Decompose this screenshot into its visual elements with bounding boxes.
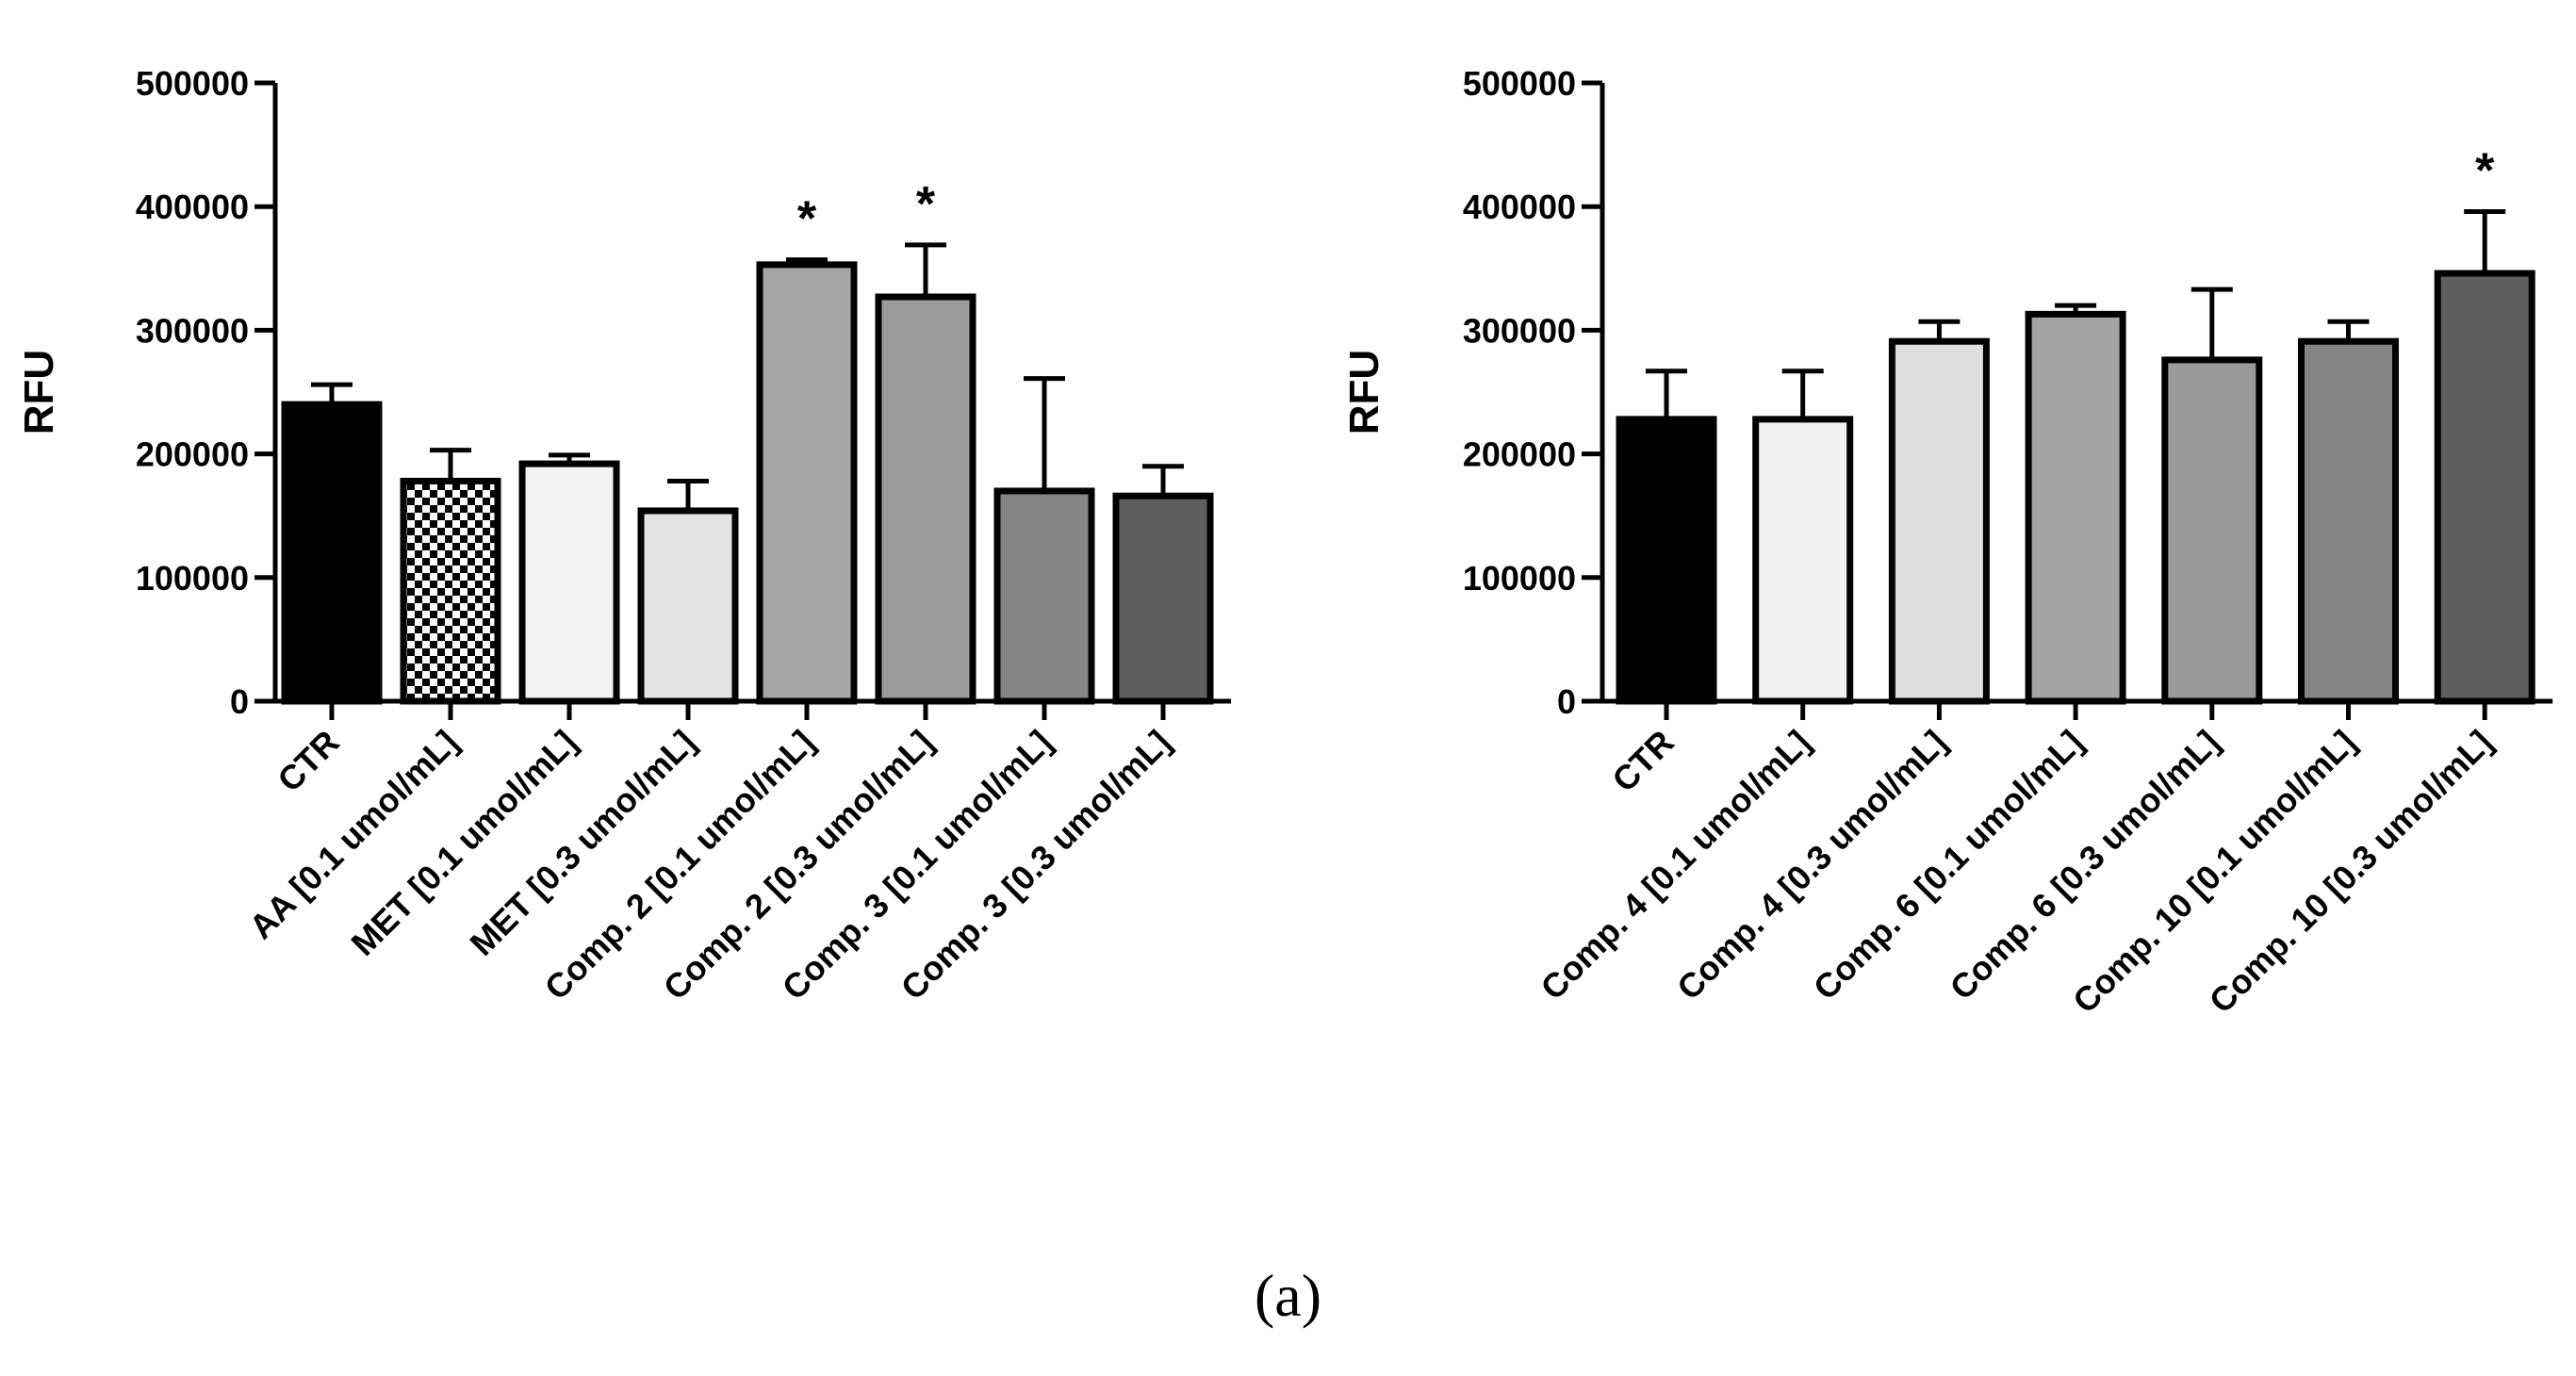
x-category-label: Comp. 4 [0.3 umol/mL]	[1669, 723, 1954, 1007]
bar	[400, 477, 501, 705]
bar	[1616, 416, 1717, 705]
x-category-label: Comp. 4 [0.1 umol/mL]	[1533, 723, 1817, 1007]
y-tick-label: 400000	[1463, 188, 1576, 226]
bar	[993, 487, 1095, 705]
y-tick-label: 0	[230, 682, 249, 721]
bar	[2298, 337, 2399, 705]
y-axis-label: RFU	[1341, 350, 1387, 434]
bar	[875, 293, 976, 705]
significance-marker: *	[797, 192, 817, 247]
x-category-label: Comp. 10 [0.1 umol/mL]	[2065, 723, 2363, 1021]
y-tick-label: 200000	[1463, 435, 1576, 474]
y-tick-label: 500000	[1463, 64, 1576, 103]
significance-marker: *	[2475, 143, 2495, 198]
significance-marker: *	[916, 177, 936, 232]
y-tick-label: 300000	[136, 311, 249, 350]
bar	[2025, 310, 2126, 705]
y-tick-label: 300000	[1463, 311, 1576, 350]
bar	[2434, 270, 2535, 705]
bar	[2161, 356, 2263, 705]
y-axis-label: RFU	[16, 350, 62, 434]
x-category-label: CTR	[1604, 723, 1681, 799]
x-category-label: MET [0.1 umol/mL]	[343, 723, 583, 963]
y-tick-label: 400000	[136, 188, 249, 226]
x-category-label: CTR	[270, 723, 346, 799]
x-category-label: AA [0.1 umol/mL]	[241, 723, 465, 946]
x-category-label: MET [0.3 umol/mL]	[462, 723, 702, 963]
y-tick-label: 0	[1557, 682, 1576, 721]
x-category-label: Comp. 10 [0.3 umol/mL]	[2202, 723, 2500, 1021]
figure-caption: (a)	[1254, 1262, 1322, 1329]
chart-left: RFU 0 100000 200000 300000 400000 500000 CTRAA …	[16, 64, 1231, 1007]
bar	[1888, 337, 1990, 705]
y-tick-label: 100000	[1463, 559, 1576, 598]
bar	[1752, 416, 1854, 705]
x-category-label: Comp. 6 [0.3 umol/mL]	[1942, 723, 2226, 1007]
bar	[518, 460, 620, 705]
bar	[1112, 492, 1214, 705]
y-tick-label: 200000	[136, 435, 249, 474]
bar	[281, 401, 383, 705]
x-category-label: Comp. 6 [0.1 umol/mL]	[1806, 723, 2091, 1007]
bar	[756, 261, 858, 705]
y-tick-label: 500000	[136, 64, 249, 103]
y-tick-label: 100000	[136, 559, 249, 598]
bar	[637, 507, 739, 705]
chart-right: RFU0100000200000300000400000500000CTRCom…	[1341, 64, 2553, 1021]
